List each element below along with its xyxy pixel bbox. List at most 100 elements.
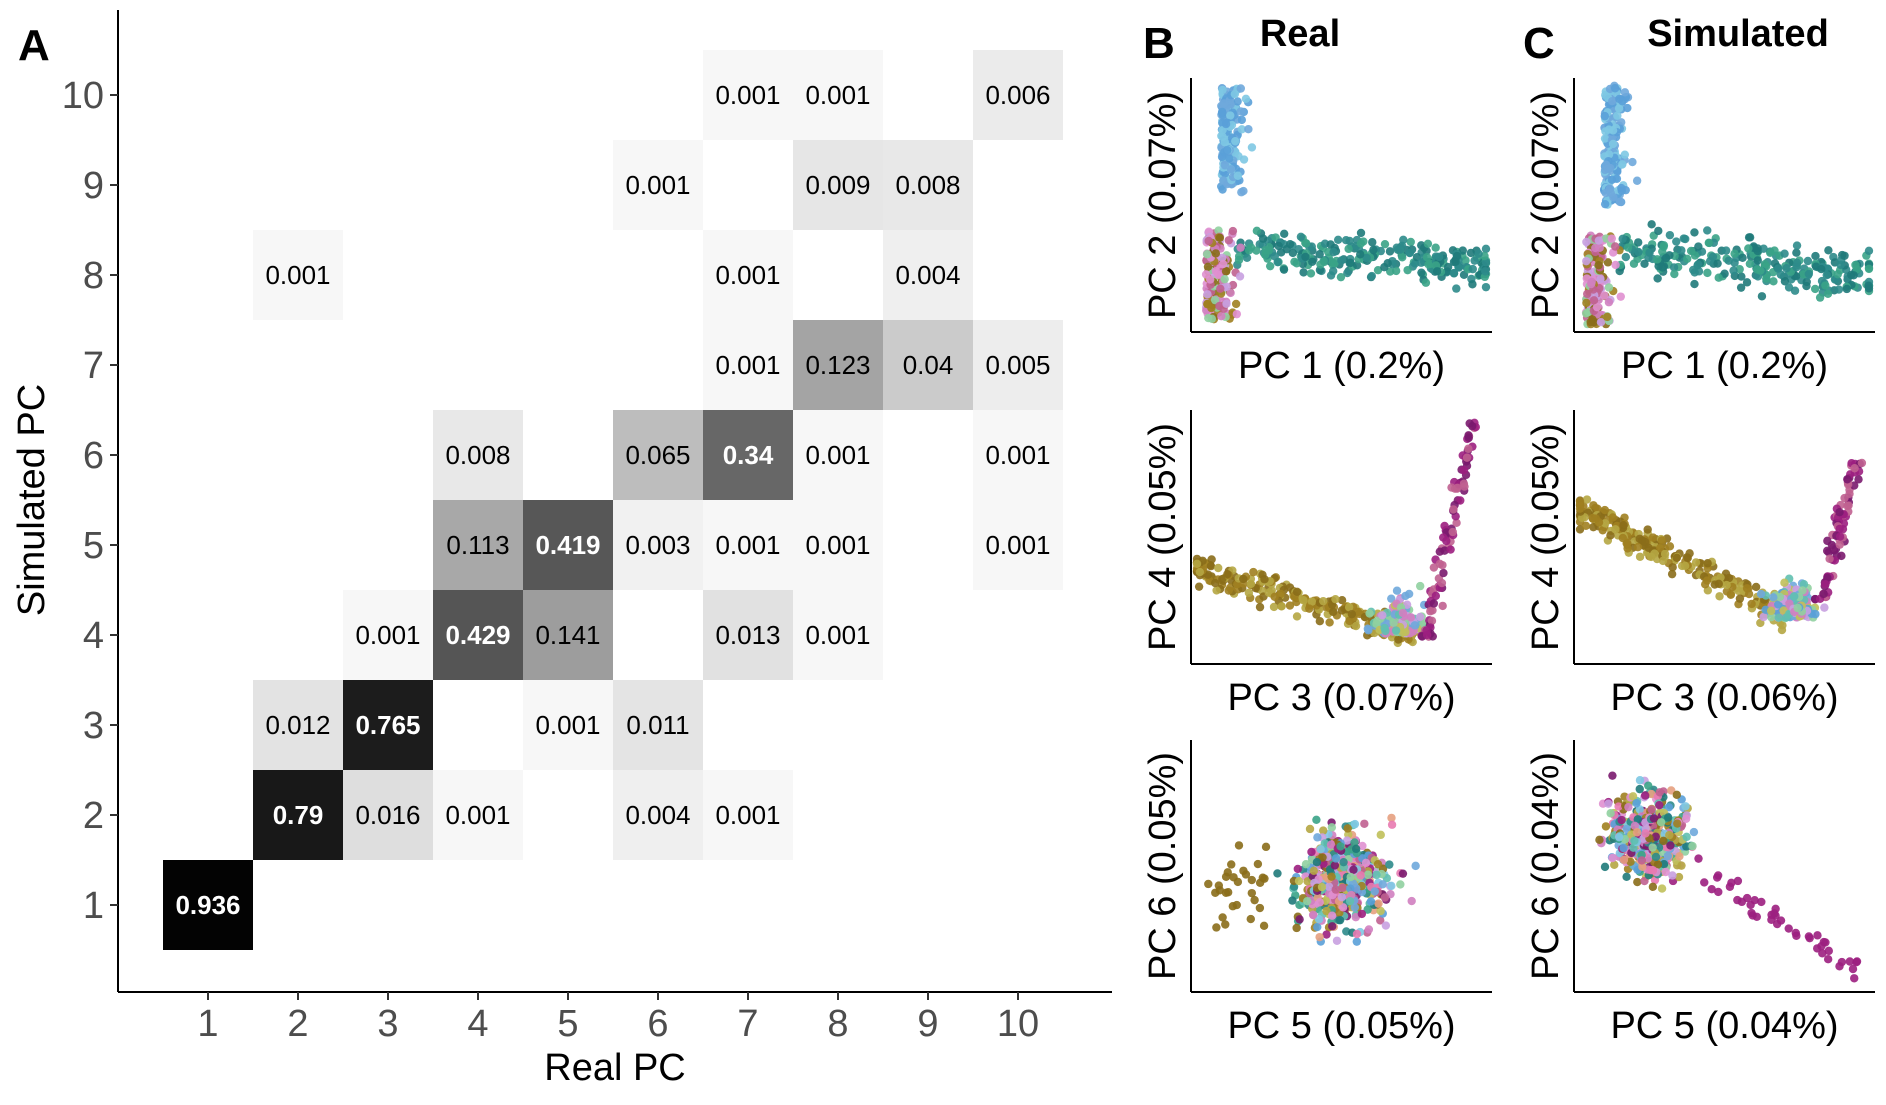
- y-tick-label: 10: [62, 75, 104, 117]
- scatter-point: [1415, 581, 1425, 591]
- panel-b-letter: B: [1143, 19, 1175, 68]
- scatter-point: [1337, 595, 1347, 605]
- heatmap-cell-label: 0.001: [805, 440, 870, 470]
- scatter-point: [1351, 884, 1361, 893]
- heatmap-cell-label: 0.009: [805, 170, 870, 200]
- scatter-point: [1288, 896, 1297, 905]
- scatter-point: [1608, 853, 1617, 863]
- scatter-point: [1387, 820, 1397, 829]
- scatter-point: [1217, 253, 1227, 262]
- scatter-point: [1793, 603, 1802, 613]
- scatter-point: [1422, 253, 1432, 262]
- scatter-point: [1218, 85, 1227, 95]
- scatter-point: [1329, 247, 1338, 257]
- scatter-point: [1596, 274, 1605, 284]
- heatmap-cell-label: 0.012: [265, 710, 330, 740]
- scatter-point: [1621, 252, 1631, 262]
- scatter-point: [1330, 861, 1340, 870]
- scatter-point: [1481, 267, 1490, 276]
- scatter-point: [1306, 269, 1316, 278]
- scatter-point: [1762, 274, 1771, 283]
- scatter-point: [1825, 554, 1834, 564]
- scatter-point: [1364, 925, 1374, 934]
- x-tick-label: 2: [287, 1003, 308, 1045]
- panel-a-heatmap: A 0.936 0.79 0.016 0.001 0.004 0.001 0.012 0.76…: [11, 10, 1112, 1089]
- heatmap-y-axis-label: Simulated PC: [11, 384, 53, 616]
- scatter-point: [1611, 242, 1620, 251]
- scatter-point: [1322, 930, 1331, 939]
- scatter-point: [1274, 241, 1283, 251]
- scatter-point: [1207, 555, 1216, 564]
- panel-c-title: Simulated: [1647, 13, 1829, 55]
- y-tick-label: 3: [83, 705, 104, 747]
- scatter-point: [1600, 862, 1610, 872]
- scatter-point: [1431, 243, 1440, 252]
- scatter-point: [1346, 872, 1355, 882]
- scatter-point: [1675, 852, 1684, 861]
- scatter-point: [1349, 865, 1358, 875]
- scatter-point: [1821, 580, 1830, 589]
- scatter-point: [1464, 444, 1473, 453]
- scatter-point: [1805, 933, 1814, 943]
- scatter-point: [1403, 265, 1412, 275]
- scatter-point: [1331, 854, 1341, 863]
- scatter-point: [1710, 580, 1719, 589]
- scatter-point: [1575, 504, 1585, 513]
- scatter-point: [1215, 886, 1224, 895]
- heatmap-cell-real9-sim8: [883, 230, 973, 320]
- heatmap-cell-real3-sim4: [343, 590, 433, 680]
- scatter-point: [1265, 261, 1275, 271]
- heatmap-cell-real8-sim5: [793, 500, 883, 590]
- scatter-point: [1337, 892, 1347, 902]
- scatter-point: [1644, 781, 1653, 790]
- scatter-point: [1315, 898, 1324, 907]
- scatter-point: [1610, 84, 1620, 93]
- scatter-point: [1641, 829, 1650, 838]
- scatter-point: [1780, 249, 1789, 258]
- scatter-point: [1217, 152, 1227, 162]
- scatter-point: [1766, 248, 1775, 257]
- scatter-point: [1434, 252, 1444, 262]
- y-tick-label: 2: [83, 795, 104, 837]
- scatter-point: [1308, 257, 1317, 267]
- scatter-point: [1780, 277, 1790, 286]
- heatmap-cell-label: 0.765: [355, 710, 420, 740]
- scatter-point: [1218, 132, 1227, 142]
- scatter-point: [1629, 259, 1639, 268]
- scatter-point: [1385, 247, 1395, 256]
- scatter-point: [1729, 266, 1738, 275]
- scatter-point: [1614, 832, 1624, 842]
- scatter-point: [1255, 602, 1265, 612]
- scatter-point: [1438, 560, 1447, 570]
- scatter-point: [1769, 593, 1778, 602]
- scatter-point: [1653, 860, 1663, 869]
- scatter-point: [1325, 618, 1334, 627]
- scatter-point: [1686, 246, 1696, 256]
- heatmap-cell-real6-sim2: [613, 770, 703, 860]
- scatter-point: [1212, 923, 1221, 932]
- scatter-point: [1225, 154, 1234, 163]
- scatter-point: [1632, 798, 1641, 808]
- scatter-point: [1618, 533, 1628, 543]
- scatter-point: [1817, 264, 1826, 274]
- scatter-point: [1252, 226, 1262, 236]
- heatmap-cell-label: 0.001: [535, 710, 600, 740]
- scatter-point: [1203, 290, 1212, 299]
- scatter-x-axis-label: PC 3 (0.07%): [1227, 677, 1455, 719]
- scatter-point: [1207, 303, 1216, 313]
- scatter-point: [1610, 860, 1619, 870]
- scatter-point: [1586, 317, 1595, 327]
- scatter-point: [1766, 606, 1776, 616]
- heatmap-cell-real6-sim6: [613, 410, 703, 500]
- scatter-point: [1601, 519, 1610, 528]
- scatter-point: [1431, 591, 1441, 601]
- scatter-point: [1303, 896, 1312, 906]
- scatter-point: [1344, 603, 1354, 612]
- heatmap-cell-real2-sim3: [253, 680, 343, 770]
- scatter-point: [1380, 239, 1390, 249]
- scatter-point: [1643, 525, 1652, 534]
- scatter-point: [1619, 520, 1628, 530]
- scatter-point: [1192, 559, 1202, 569]
- scatter-point: [1821, 281, 1830, 290]
